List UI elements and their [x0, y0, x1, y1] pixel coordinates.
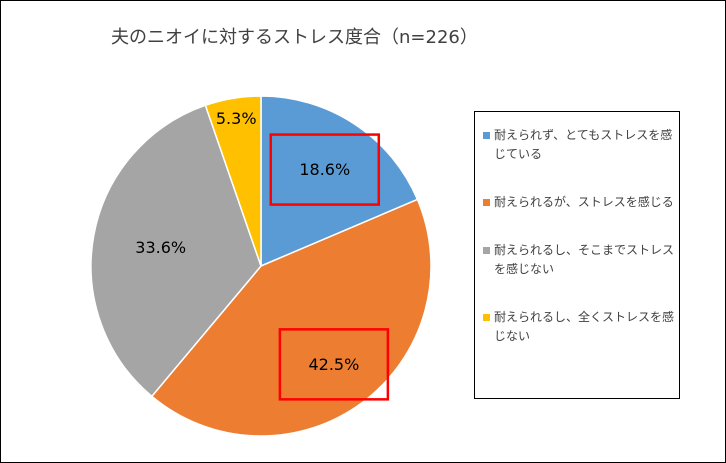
legend-label-2: 耐えられるが、ストレスを感じる: [494, 195, 674, 209]
legend-label-4: 耐えられるし、全くストレスを感じない: [494, 310, 675, 343]
legend-swatch-3: [483, 247, 490, 254]
legend-label-3: 耐えられるし、そこまでストレスを感じない: [494, 243, 675, 276]
legend-item-4: 耐えられるし、全くストレスを感じない: [483, 308, 675, 346]
chart-title: 夫のニオイに対するストレス度合（n=226）: [111, 27, 478, 48]
slice-label-3: 33.6%: [135, 238, 186, 257]
legend: 耐えられず、とてもストレスを感じている耐えられるが、ストレスを感じる耐えられるし…: [474, 111, 680, 399]
pie-slice-4: [204, 95, 262, 267]
slice-label-4: 5.3%: [216, 109, 257, 128]
legend-swatch-4: [483, 314, 490, 321]
legend-swatch-2: [483, 199, 490, 206]
highlight-box-1: [269, 133, 381, 206]
highlight-box-2: [278, 328, 390, 401]
legend-label-1: 耐えられず、とてもストレスを感じている: [494, 128, 673, 161]
slice-label-1: 18.6%: [299, 160, 350, 179]
legend-item-3: 耐えられるし、そこまでストレスを感じない: [483, 241, 675, 279]
pie-slice-3: [90, 104, 262, 398]
legend-item-1: 耐えられず、とてもストレスを感じている: [483, 126, 675, 164]
legend-item-2: 耐えられるが、ストレスを感じる: [483, 193, 675, 212]
pie-slice-2: [150, 198, 432, 437]
legend-swatch-1: [483, 132, 490, 139]
pie-slice-1: [260, 95, 419, 268]
slice-label-2: 42.5%: [308, 355, 359, 374]
